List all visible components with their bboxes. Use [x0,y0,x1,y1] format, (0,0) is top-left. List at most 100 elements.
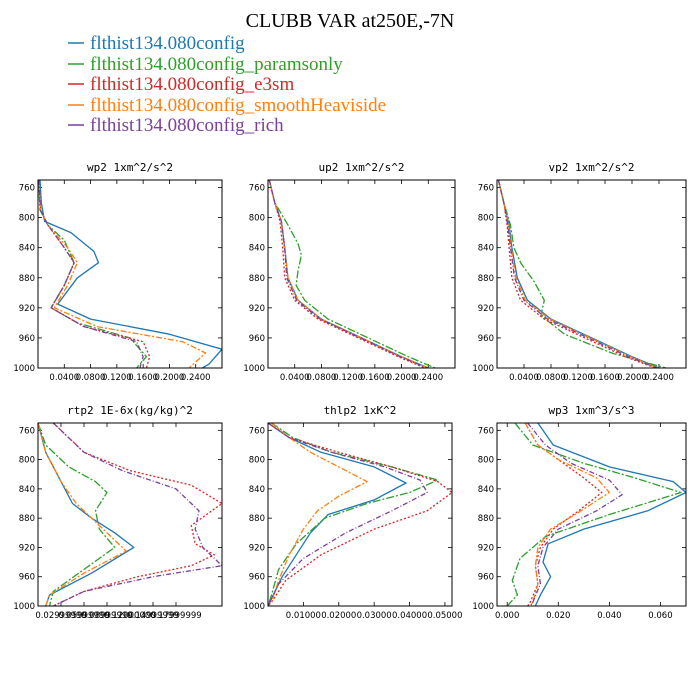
x-tick-label: 0.0400 [509,373,539,383]
x-tick-label: 0.12000000 [104,611,155,621]
series-line [38,423,135,606]
y-tick-label: 760 [19,184,35,194]
y-tick-label: 920 [478,304,494,314]
panel: wp3 1xm^3/s^3 760 800 840 880 920 960 10000.000… [472,404,687,621]
y-tick-label: 880 [19,514,35,524]
y-tick-label: 800 [478,214,494,224]
x-tick-label: 0.1200 [102,373,132,383]
x-tick-label: 0.01000 [286,611,321,621]
legend-entry: flthist134.080config_paramsonly [68,54,343,75]
panel-title: wp2 1xm^2/s^2 [87,161,173,174]
series-group [38,180,222,368]
series-line [534,423,686,606]
y-tick-label: 840 [19,244,35,254]
y-tick-label: 840 [19,485,35,495]
series-group [268,423,452,606]
y-tick-label: 840 [478,244,494,254]
panel: up2 1xm^2/s^2 760 800 840 880 920 960 1000 0.040… [243,161,456,383]
y-tick-label: 1000 [243,364,265,374]
plot-frame [496,422,687,607]
panel: vp2 1xm^2/s^2 760 800 840 880 920 960 1000 0.040… [472,161,687,383]
y-tick-label: 960 [19,334,35,344]
series-group [268,180,436,368]
legend-entry: flthist134.080config [68,33,245,54]
series-line [268,180,426,368]
y-tick-label: 960 [478,334,494,344]
series-line [52,423,222,606]
y-tick-label: 880 [249,274,265,284]
plot-frame [37,179,223,369]
x-tick-label: 0.05999999 [58,611,109,621]
series-group [38,423,222,606]
x-tick-label: 0.0800 [76,373,106,383]
x-tick-label: 0.0400 [280,373,310,383]
y-tick-label: 960 [478,573,494,583]
panel-title: up2 1xm^2/s^2 [318,161,404,174]
x-tick-label: 0.0800 [307,373,337,383]
y-tick-label: 800 [249,456,265,466]
y-tick-label: 1000 [472,602,494,612]
y-tick-label: 760 [249,184,265,194]
x-tick-label: 0.1200 [563,373,593,383]
x-tick-label: 0.02000 [321,611,356,621]
panel: wp2 1xm^2/s^2 760 800 840 880 920 960 1000 0.040… [13,161,223,383]
series-line [268,180,428,368]
x-tick-label: 0.0800 [536,373,566,383]
series-line [268,423,452,606]
series-line [497,180,658,368]
panel-title: rtp2 1E-6x(kg/kg)^2 [67,404,193,417]
y-tick-label: 760 [478,426,494,436]
x-tick-label: 0.040 [597,611,621,621]
panel-title: thlp2 1xK^2 [324,404,397,417]
figure-title: CLUBB VAR at250E,-7N [246,10,455,32]
y-tick-label: 920 [19,304,35,314]
y-tick-label: 960 [19,573,35,583]
series-line [268,423,428,606]
y-tick-label: 880 [19,274,35,284]
x-tick-label: 0.060 [648,611,672,621]
series-line [497,180,656,368]
legend-entry: flthist134.080config_e3sm [68,74,294,95]
x-tick-label: 0.1600 [128,373,158,383]
series-line [524,423,611,606]
y-tick-label: 760 [478,184,494,194]
series-line [527,423,623,606]
y-tick-label: 760 [249,426,265,436]
y-tick-label: 800 [478,456,494,466]
x-tick-label: 0.08999999 [81,611,132,621]
y-tick-label: 920 [249,543,265,553]
x-tick-label: 0.2000 [155,373,185,383]
series-line [39,180,222,368]
x-tick-label: 0.0400 [49,373,79,383]
x-tick-label: 0.2000 [387,373,417,383]
panel: rtp2 1E-6x(kg/kg)^2 760 800 840 880 920 960 100… [13,404,223,621]
x-tick-label: 0.02999999 [35,611,86,621]
series-group [506,423,686,606]
legend-entry: flthist134.080config_rich [68,115,284,136]
series-line [38,180,144,368]
series-line [268,180,436,368]
x-tick-label: 0.03000 [357,611,392,621]
series-line [38,423,127,606]
legend-label: flthist134.080config_e3sm [90,74,294,95]
x-tick-label: 0.2400 [644,373,674,383]
y-tick-label: 800 [249,214,265,224]
x-tick-label: 0.04000 [392,611,427,621]
x-tick-label: 0.020 [546,611,570,621]
panels: wp2 1xm^2/s^2 760 800 840 880 920 960 1000 0.040… [13,161,687,621]
y-tick-label: 800 [19,214,35,224]
series-line [506,423,682,606]
y-tick-label: 760 [19,426,35,436]
series-group [497,180,666,368]
y-tick-label: 920 [19,543,35,553]
series-line [38,423,116,606]
y-tick-label: 1000 [243,602,265,612]
y-tick-label: 960 [249,573,265,583]
y-tick-label: 960 [249,334,265,344]
x-tick-label: 0.2400 [413,373,443,383]
legend-label: flthist134.080config [90,33,245,54]
plot-frame [267,179,456,369]
y-tick-label: 840 [249,485,265,495]
y-tick-label: 840 [478,485,494,495]
